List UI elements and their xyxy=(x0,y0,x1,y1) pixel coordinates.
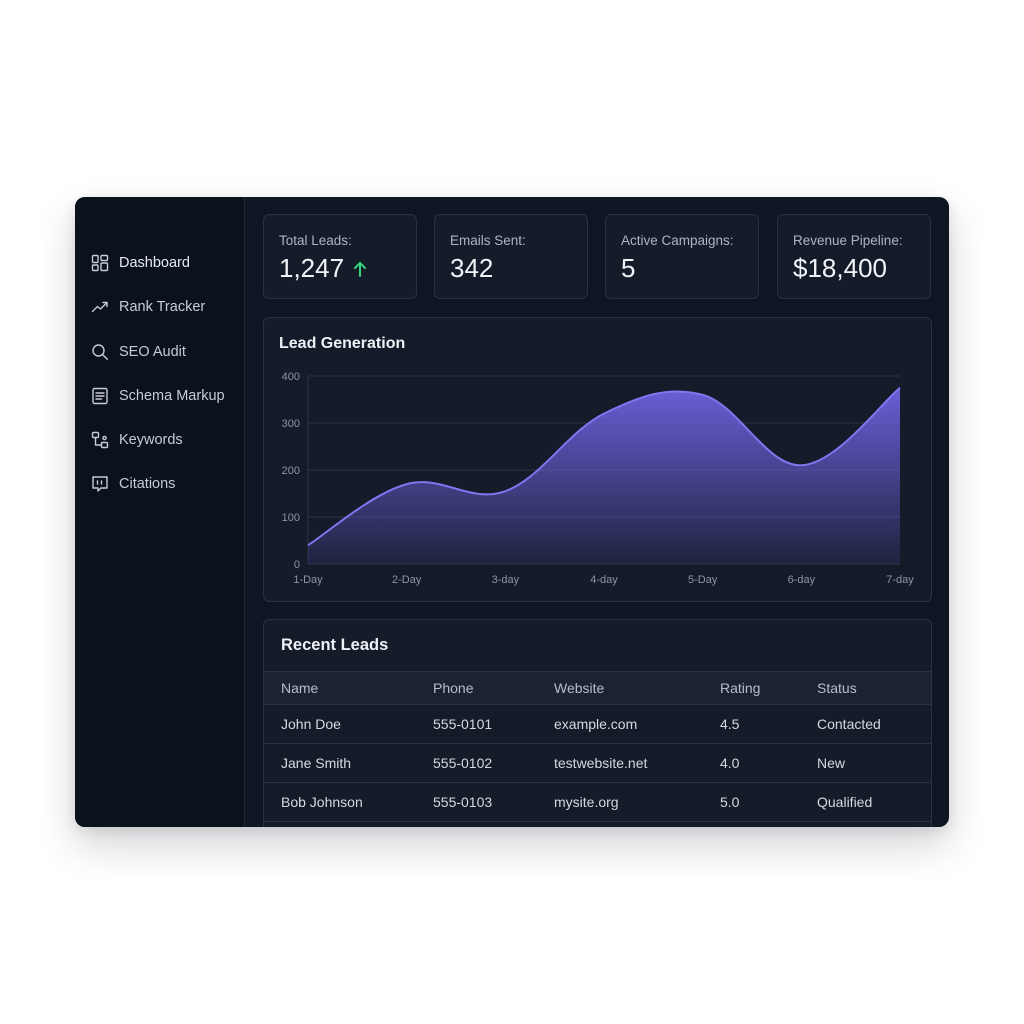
cell-phone: 555-0101 xyxy=(433,716,493,732)
y-tick-label: 0 xyxy=(294,559,300,571)
chart-title: Lead Generation xyxy=(279,335,406,352)
column-header-name[interactable]: Name xyxy=(281,680,319,696)
sidebar-item-keywords[interactable]: Keywords xyxy=(91,428,241,452)
table-row[interactable]: Bob Johnson 555-0103 mysite.org 5.0 Qual… xyxy=(264,783,931,822)
x-tick-label: 7-day xyxy=(886,574,914,586)
column-header-status[interactable]: Status xyxy=(817,680,857,696)
table-row[interactable]: John Doe 555-0101 example.com 4.5 Contac… xyxy=(264,705,931,744)
y-tick-label: 100 xyxy=(282,512,300,524)
x-tick-label: 1-Day xyxy=(293,574,323,586)
lead-generation-chart: 0 100 200 300 400 1-Day 2-Day 3-day 4-day 5-Day 6-… xyxy=(282,371,915,586)
stat-value-row: $18,400 xyxy=(793,253,887,284)
data-point xyxy=(306,543,310,547)
data-point xyxy=(602,412,606,416)
x-tick-label: 4-day xyxy=(590,574,618,586)
stat-value-row: 1,247 xyxy=(279,253,368,284)
cell-phone: 555-0103 xyxy=(433,794,493,810)
cell-status: New xyxy=(817,755,846,771)
stat-card-revenue-pipeline: Revenue Pipeline: $18,400 xyxy=(777,214,931,299)
sidebar-nav: Dashboard Rank Tracker S xyxy=(91,251,241,517)
main-content: Total Leads: 1,247 Emails Sent: 342 Acti… xyxy=(245,197,949,827)
stat-label: Total Leads: xyxy=(279,233,352,248)
data-point xyxy=(503,489,507,493)
arrow-up-icon xyxy=(352,260,368,278)
table-title: Recent Leads xyxy=(281,636,389,654)
cell-status: Qualified xyxy=(817,794,873,810)
cell-website: example.com xyxy=(554,716,638,732)
cell-name: Jane Smith xyxy=(281,755,352,771)
column-header-phone[interactable]: Phone xyxy=(433,680,474,696)
x-tick-label: 2-Day xyxy=(392,574,422,586)
search-icon xyxy=(91,343,109,361)
document-list-icon xyxy=(91,387,109,405)
sidebar-item-seo-audit[interactable]: SEO Audit xyxy=(91,340,241,364)
stat-card-emails-sent: Emails Sent: 342 xyxy=(434,214,588,299)
column-header-website[interactable]: Website xyxy=(554,680,605,696)
lead-generation-chart-panel: Lead Generation 0 100 200 300 400 1-Day 2-Day 3… xyxy=(263,317,932,602)
stat-value-row: 342 xyxy=(450,253,493,284)
table-row[interactable]: Jane Smith 555-0102 testwebsite.net 4.0 … xyxy=(264,744,931,783)
recent-leads-panel: Recent Leads Name Phone Website Rating S… xyxy=(263,619,932,827)
sidebar-item-label: Rank Tracker xyxy=(119,299,206,316)
sidebar-item-dashboard[interactable]: Dashboard xyxy=(91,251,241,275)
sidebar-item-citations[interactable]: Citations xyxy=(91,472,241,496)
stat-label: Emails Sent: xyxy=(450,233,526,248)
sidebar-item-rank-tracker[interactable]: Rank Tracker xyxy=(91,295,241,319)
data-point xyxy=(799,463,803,467)
data-point xyxy=(405,482,409,486)
stat-value: 5 xyxy=(621,253,636,283)
stat-label: Revenue Pipeline: xyxy=(793,233,903,248)
trend-line-icon xyxy=(91,298,109,316)
cell-status: Contacted xyxy=(817,716,881,732)
x-tick-label: 6-day xyxy=(788,574,816,586)
sidebar-item-label: Keywords xyxy=(119,432,183,449)
stat-value: 342 xyxy=(450,253,494,283)
y-tick-label: 300 xyxy=(282,418,300,430)
data-point xyxy=(701,393,705,397)
y-tick-label: 400 xyxy=(282,371,300,383)
cell-name: Bob Johnson xyxy=(281,794,363,810)
cell-website: mysite.org xyxy=(554,794,619,810)
area-fill xyxy=(308,387,900,564)
stat-card-active-campaigns: Active Campaigns: 5 xyxy=(605,214,759,299)
cell-website: testwebsite.net xyxy=(554,755,648,771)
sidebar-item-label: Citations xyxy=(119,476,176,493)
cell-phone: 555-0102 xyxy=(433,755,493,771)
table-header-row: Name Phone Website Rating Status xyxy=(264,671,931,705)
stat-label: Active Campaigns: xyxy=(621,233,734,248)
stat-value: $18,400 xyxy=(793,253,887,283)
stat-value: 1,247 xyxy=(279,253,345,283)
sidebar-item-label: SEO Audit xyxy=(119,343,186,360)
dashboard-grid-icon xyxy=(91,254,109,272)
column-header-rating[interactable]: Rating xyxy=(720,680,761,696)
sidebar-item-label: Dashboard xyxy=(119,255,190,271)
sidebar: Dashboard Rank Tracker S xyxy=(75,197,245,827)
flow-nodes-icon xyxy=(91,431,109,449)
data-point xyxy=(898,386,902,390)
app-window: Dashboard Rank Tracker S xyxy=(75,197,949,827)
sidebar-item-label: Schema Markup xyxy=(119,387,225,404)
cell-rating: 5.0 xyxy=(720,794,740,810)
stat-card-total-leads: Total Leads: 1,247 xyxy=(263,214,417,299)
stat-value-row: 5 xyxy=(621,253,635,284)
x-tick-label: 3-day xyxy=(492,574,520,586)
sidebar-item-schema-markup[interactable]: Schema Markup xyxy=(91,384,241,408)
cell-rating: 4.0 xyxy=(720,755,740,771)
quote-bubble-icon xyxy=(91,475,109,493)
series-line xyxy=(307,386,901,547)
y-tick-label: 200 xyxy=(282,465,300,477)
x-tick-label: 5-Day xyxy=(688,574,718,586)
cell-name: John Doe xyxy=(281,716,341,732)
cell-rating: 4.5 xyxy=(720,716,740,732)
